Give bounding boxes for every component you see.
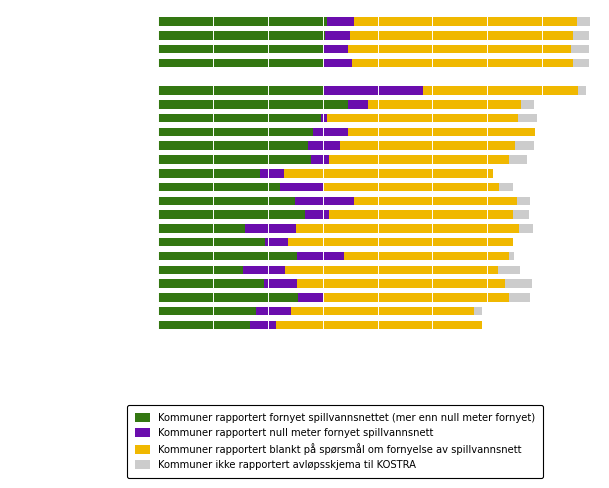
Bar	[158, 197, 295, 205]
Bar	[158, 279, 264, 288]
Bar	[571, 45, 590, 53]
Bar	[324, 86, 423, 95]
Bar	[158, 59, 324, 67]
Bar	[353, 17, 577, 26]
Bar	[499, 183, 513, 191]
Bar	[515, 142, 533, 150]
Bar	[284, 169, 493, 178]
Bar	[509, 252, 515, 260]
Bar	[348, 100, 368, 108]
Legend: Kommuner rapportert fornyet spillvannsnettet (mer enn null meter fornyet), Kommu: Kommuner rapportert fornyet spillvannsne…	[127, 405, 543, 478]
Bar	[519, 224, 533, 233]
Bar	[509, 155, 527, 163]
Bar	[287, 238, 513, 246]
Bar	[498, 265, 520, 274]
Bar	[158, 155, 311, 163]
Bar	[311, 155, 329, 163]
Bar	[245, 224, 296, 233]
Bar	[296, 224, 519, 233]
Bar	[158, 238, 266, 246]
Bar	[329, 210, 513, 219]
Bar	[505, 279, 532, 288]
Bar	[158, 169, 260, 178]
Bar	[327, 114, 518, 122]
Bar	[158, 17, 327, 26]
Bar	[250, 321, 276, 329]
Bar	[158, 31, 325, 40]
Bar	[158, 210, 305, 219]
Bar	[325, 31, 350, 40]
Bar	[573, 31, 590, 40]
Bar	[327, 17, 353, 26]
Bar	[158, 321, 250, 329]
Bar	[295, 197, 353, 205]
Bar	[305, 210, 329, 219]
Bar	[577, 17, 590, 26]
Bar	[256, 307, 291, 315]
Bar	[158, 45, 323, 53]
Bar	[158, 127, 314, 136]
Bar	[308, 142, 340, 150]
Bar	[158, 86, 324, 95]
Bar	[323, 183, 499, 191]
Bar	[474, 307, 482, 315]
Bar	[518, 114, 537, 122]
Bar	[348, 127, 535, 136]
Bar	[509, 293, 530, 302]
Bar	[158, 293, 298, 302]
Bar	[516, 197, 530, 205]
Bar	[578, 86, 586, 95]
Bar	[329, 155, 509, 163]
Bar	[291, 307, 474, 315]
Bar	[297, 279, 505, 288]
Bar	[423, 86, 578, 95]
Bar	[158, 100, 348, 108]
Bar	[158, 252, 297, 260]
Bar	[266, 238, 287, 246]
Bar	[158, 265, 243, 274]
Bar	[243, 265, 284, 274]
Bar	[323, 293, 509, 302]
Bar	[353, 197, 516, 205]
Bar	[264, 279, 297, 288]
Bar	[368, 100, 521, 108]
Bar	[158, 114, 322, 122]
Bar	[280, 183, 323, 191]
Bar	[345, 252, 509, 260]
Bar	[521, 100, 534, 108]
Bar	[158, 307, 256, 315]
Bar	[350, 31, 573, 40]
Bar	[323, 45, 348, 53]
Bar	[314, 127, 348, 136]
Bar	[572, 59, 589, 67]
Bar	[158, 224, 245, 233]
Bar	[348, 45, 571, 53]
Bar	[260, 169, 284, 178]
Bar	[513, 210, 529, 219]
Bar	[340, 142, 515, 150]
Bar	[158, 142, 308, 150]
Bar	[297, 252, 345, 260]
Bar	[276, 321, 482, 329]
Bar	[298, 293, 323, 302]
Bar	[324, 59, 352, 67]
Bar	[322, 114, 327, 122]
Bar	[284, 265, 498, 274]
Bar	[158, 183, 280, 191]
Bar	[352, 59, 572, 67]
